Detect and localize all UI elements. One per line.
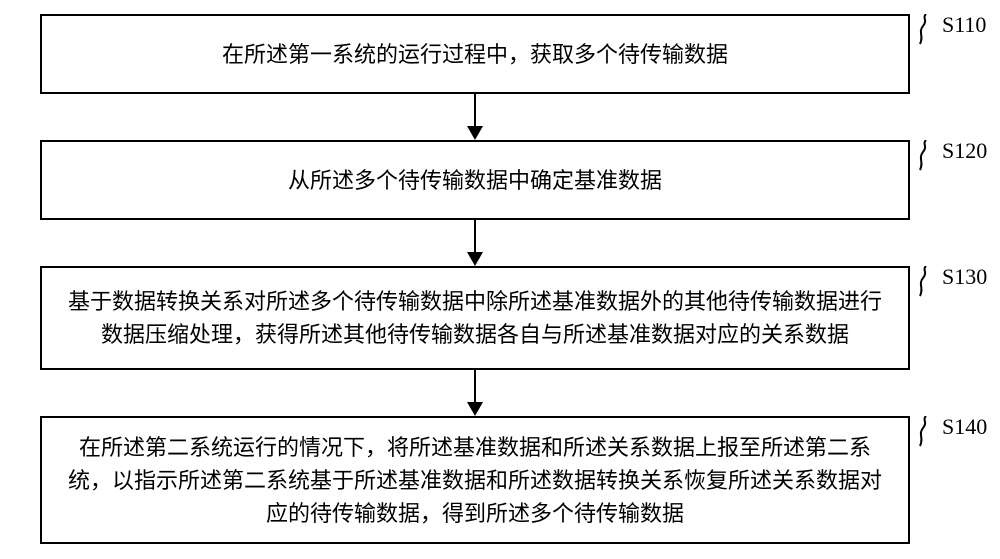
label-connector-s130 (918, 266, 936, 300)
flow-arrow-1 (463, 94, 487, 140)
step-box-s120: 从所述多个待传输数据中确定基准数据 (40, 140, 910, 220)
step-text: 基于数据转换关系对所述多个待传输数据中除所述基准数据外的其他待传输数据进行数据压… (62, 285, 888, 351)
step-label-s140: S140 (942, 414, 987, 440)
flow-arrow-2 (463, 220, 487, 266)
step-text: 在所述第一系统的运行过程中，获取多个待传输数据 (222, 38, 728, 71)
step-label-s120: S120 (942, 138, 987, 164)
step-label-s110: S110 (942, 12, 986, 38)
step-box-s130: 基于数据转换关系对所述多个待传输数据中除所述基准数据外的其他待传输数据进行数据压… (40, 266, 910, 370)
step-text: 从所述多个待传输数据中确定基准数据 (288, 164, 662, 197)
flow-arrow-3 (463, 370, 487, 416)
step-text: 在所述第二系统运行的情况下，将所述基准数据和所述关系数据上报至所述第二系统，以指… (62, 431, 888, 530)
flowchart-canvas: 在所述第一系统的运行过程中，获取多个待传输数据 S110 从所述多个待传输数据中确定… (0, 0, 1000, 559)
label-connector-s140 (918, 416, 936, 450)
step-label-s130: S130 (942, 264, 987, 290)
step-box-s110: 在所述第一系统的运行过程中，获取多个待传输数据 (40, 14, 910, 94)
label-connector-s110 (918, 14, 936, 48)
label-connector-s120 (918, 140, 936, 174)
step-box-s140: 在所述第二系统运行的情况下，将所述基准数据和所述关系数据上报至所述第二系统，以指… (40, 416, 910, 544)
